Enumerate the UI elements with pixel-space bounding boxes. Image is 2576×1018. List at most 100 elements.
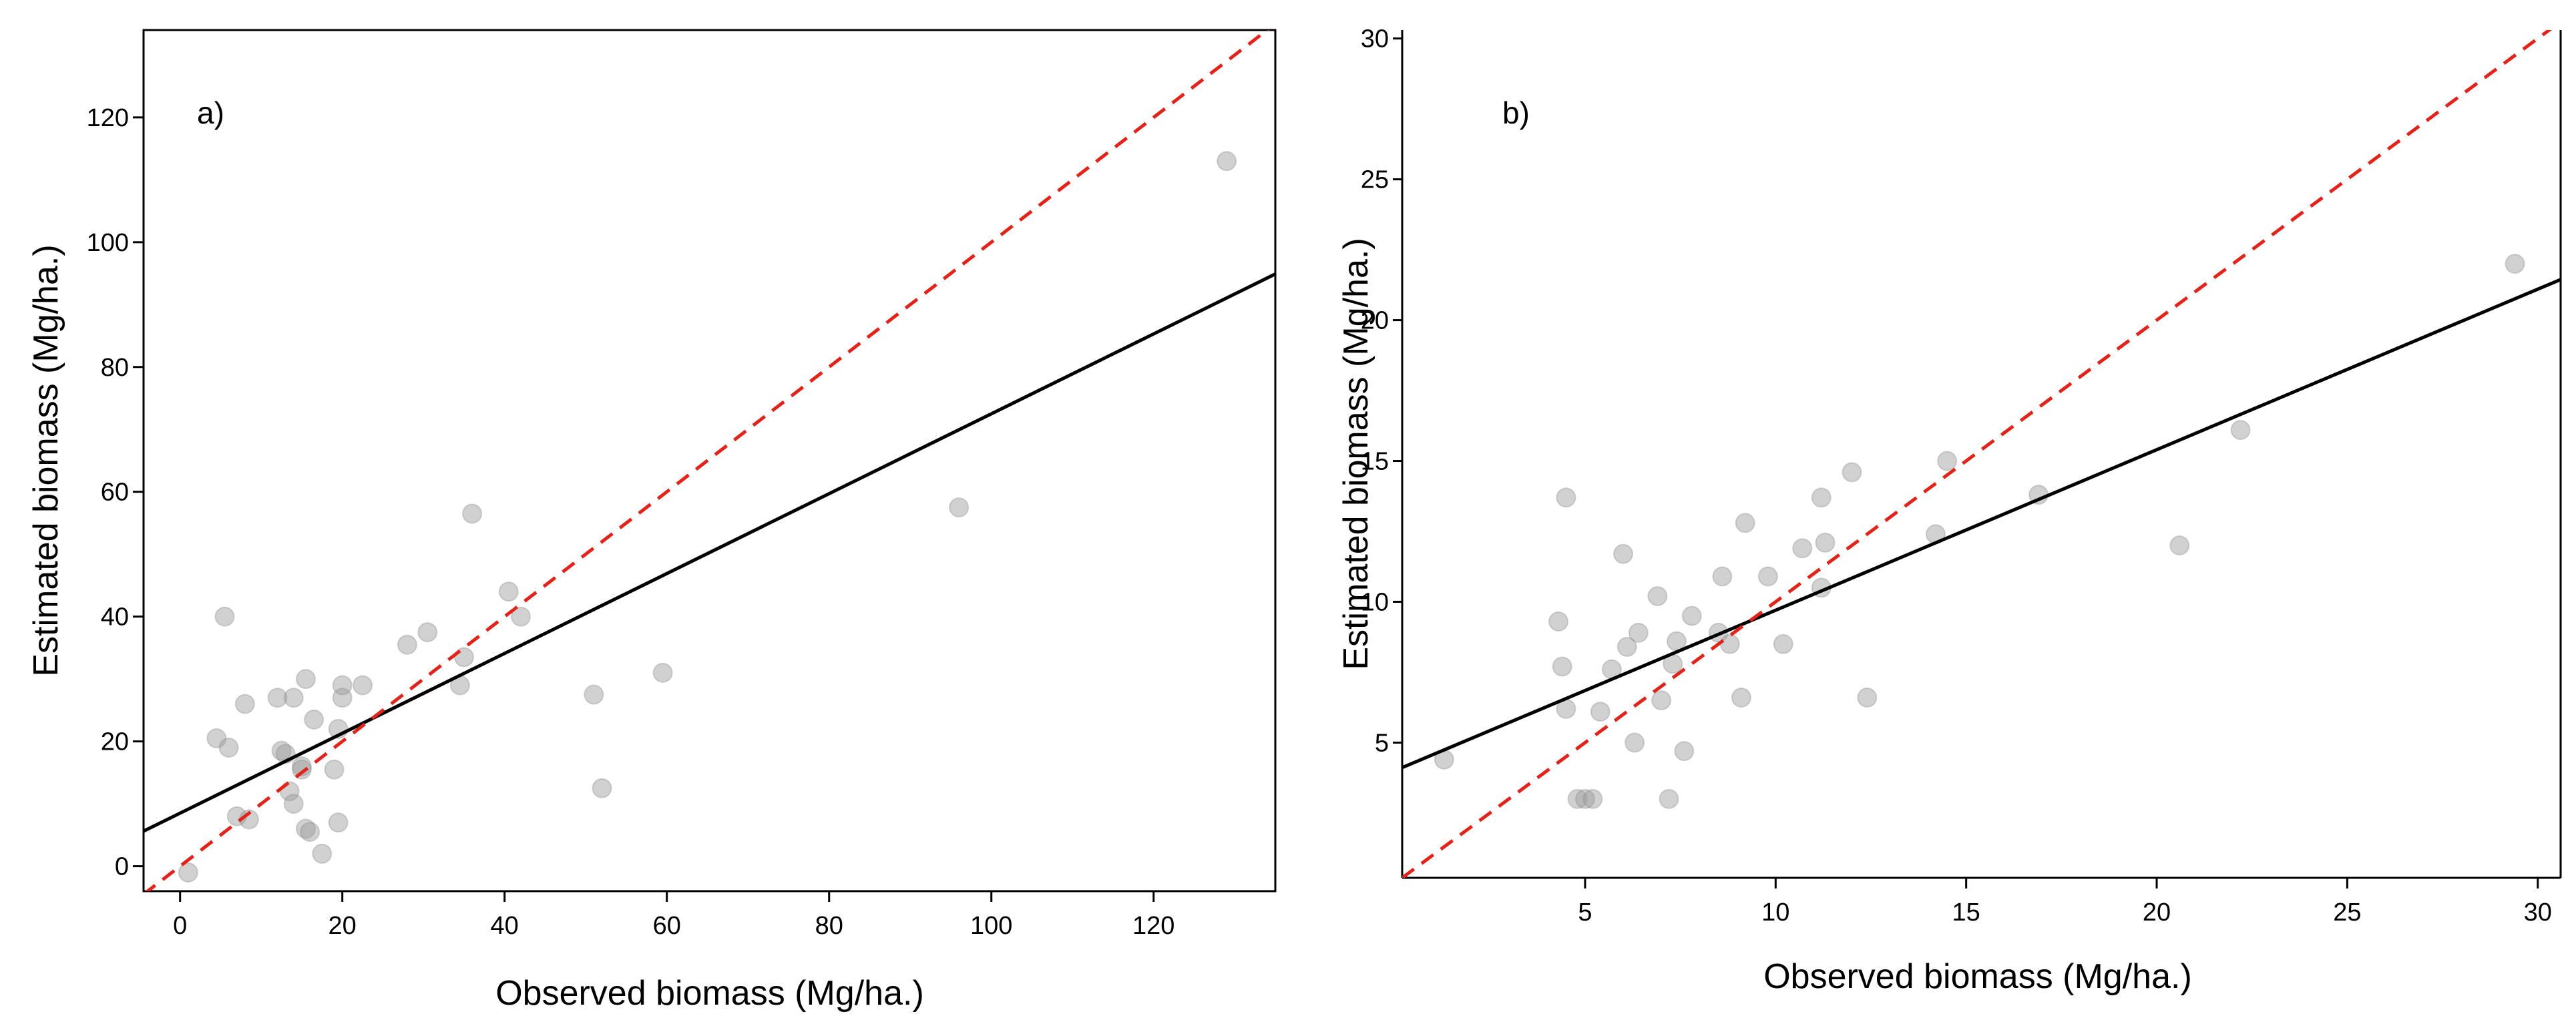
x-axis-a: 0 20 40 60 80 100 120 xyxy=(173,891,1174,940)
data-point xyxy=(324,759,345,780)
y-tick-label-b: 10 xyxy=(1361,589,1389,617)
data-point xyxy=(1792,538,1813,559)
x-tick-label-b: 20 xyxy=(2143,899,2171,927)
data-point xyxy=(1617,637,1637,658)
data-point xyxy=(206,728,227,748)
data-point xyxy=(462,503,483,524)
y-tick-label-a: 0 xyxy=(115,853,129,881)
data-point xyxy=(1811,487,1832,508)
data-point xyxy=(296,818,316,839)
data-point xyxy=(353,675,373,696)
y-axis-title-a: Estimated biomass (Mg/ha.) xyxy=(27,244,65,676)
fit-line-b xyxy=(1402,278,2561,770)
data-point xyxy=(511,606,531,627)
data-point xyxy=(1842,462,1862,483)
y-tick-label-b: 20 xyxy=(1361,307,1389,335)
panel-label-a: a) xyxy=(197,95,224,130)
data-point xyxy=(267,688,288,708)
data-point xyxy=(296,669,316,690)
data-point xyxy=(1681,605,1702,626)
data-point xyxy=(1659,788,1679,809)
data-point xyxy=(1731,687,1751,708)
data-point xyxy=(304,709,325,730)
y-tick-label-b: 15 xyxy=(1361,448,1389,476)
data-point xyxy=(1556,487,1576,508)
data-point xyxy=(1552,656,1572,677)
data-point xyxy=(652,662,673,683)
x-tick-label-a: 40 xyxy=(491,912,519,940)
panel-a: 0 20 40 60 80 100 120 0 20 40 60 80 100 120 a) Obser… xyxy=(27,29,1277,1013)
data-point xyxy=(453,647,474,668)
data-point xyxy=(1217,151,1237,172)
data-point xyxy=(1757,566,1778,587)
x-tick-label-b: 25 xyxy=(2333,899,2361,927)
data-point xyxy=(584,684,604,705)
data-point xyxy=(2505,254,2525,274)
data-point xyxy=(1773,633,1793,654)
data-point xyxy=(498,581,519,602)
x-tick-label-a: 0 xyxy=(173,912,187,940)
data-point xyxy=(1625,732,1645,753)
points-a xyxy=(178,151,1237,882)
x-tick-label-b: 30 xyxy=(2524,899,2552,927)
data-point xyxy=(1590,702,1611,722)
data-point xyxy=(178,862,198,882)
data-point xyxy=(283,794,304,814)
x-tick-label-a: 100 xyxy=(970,912,1012,940)
data-point xyxy=(328,812,349,833)
data-point xyxy=(332,688,353,708)
data-point xyxy=(1712,566,1733,587)
y-tick-label-a: 60 xyxy=(101,479,129,507)
data-point xyxy=(397,634,417,655)
x-tick-label-b: 15 xyxy=(1952,899,1980,927)
data-point xyxy=(283,688,304,708)
data-point xyxy=(1567,788,1588,809)
y-tick-label-a: 40 xyxy=(101,603,129,631)
data-point xyxy=(1613,543,1634,564)
y-axis-a: 0 20 40 60 80 100 120 xyxy=(87,104,144,881)
data-point xyxy=(218,738,239,758)
data-point xyxy=(214,606,235,627)
x-tick-label-b: 5 xyxy=(1578,899,1592,927)
y-axis-title-b: Estimated biomass (Mg/ha.) xyxy=(1337,238,1375,670)
data-point xyxy=(1628,622,1649,643)
panel-b: 5 10 15 20 25 30 5 10 15 20 25 30 b) Observed biom… xyxy=(1337,25,2562,996)
y-axis-b: 5 10 15 20 25 30 xyxy=(1361,25,1404,878)
fit-line-a xyxy=(144,272,1275,833)
plot-area-frame-a xyxy=(142,29,1277,893)
data-point xyxy=(592,778,612,798)
y-tick-label-b: 25 xyxy=(1361,166,1389,194)
x-axis-title-b: Observed biomass (Mg/ha.) xyxy=(1763,957,2192,996)
panel-label-b: b) xyxy=(1502,95,1530,130)
data-point xyxy=(1719,633,1740,654)
y-tick-label-a: 20 xyxy=(101,728,129,756)
data-point xyxy=(1548,611,1568,632)
data-point xyxy=(312,843,333,864)
y-tick-label-a: 80 xyxy=(101,354,129,382)
data-point xyxy=(417,622,438,643)
data-point xyxy=(332,675,353,696)
x-tick-label-a: 120 xyxy=(1132,912,1174,940)
data-point xyxy=(1574,788,1595,809)
data-point xyxy=(1651,690,1672,711)
x-axis-b: 5 10 15 20 25 30 xyxy=(1578,878,2552,927)
x-tick-label-a: 80 xyxy=(815,912,843,940)
y-tick-label-a: 100 xyxy=(87,229,129,257)
data-point xyxy=(2169,535,2190,556)
data-point xyxy=(1647,586,1668,607)
data-point xyxy=(949,497,970,518)
data-point xyxy=(1735,513,1755,533)
x-tick-label-a: 20 xyxy=(329,912,357,940)
x-axis-title-a: Observed biomass (Mg/ha.) xyxy=(495,974,924,1013)
data-point xyxy=(1815,532,1836,553)
x-tick-label-a: 60 xyxy=(653,912,681,940)
y-tick-label-b: 30 xyxy=(1361,25,1389,53)
data-point xyxy=(300,822,320,842)
data-point xyxy=(271,740,292,761)
data-point xyxy=(234,694,255,714)
reference-line-b xyxy=(1402,30,2553,878)
reference-line-a xyxy=(144,30,1270,891)
data-point xyxy=(1582,788,1603,809)
y-tick-label-a: 120 xyxy=(87,104,129,132)
